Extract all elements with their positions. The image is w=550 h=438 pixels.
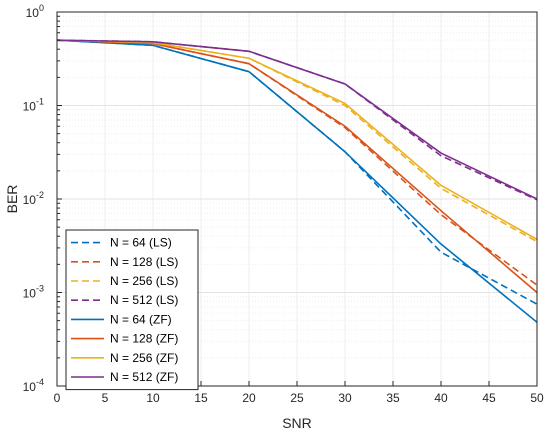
- y-tick-base: 10: [23, 193, 37, 207]
- y-tick-label: 10-4: [23, 377, 44, 394]
- x-tick-label: 10: [146, 391, 160, 405]
- series-lines: [56, 39, 538, 323]
- x-tick-label: 5: [102, 391, 109, 405]
- series-line: [56, 39, 538, 200]
- legend-label: N = 64 (ZF): [110, 312, 172, 326]
- y-tick-label: 10-1: [23, 97, 44, 114]
- y-tick-base: 10: [26, 6, 40, 20]
- y-tick-base: 10: [23, 100, 37, 114]
- y-tick-exponent: -4: [36, 377, 44, 387]
- y-tick-base: 10: [23, 380, 37, 394]
- y-tick-exponent: -2: [36, 190, 44, 200]
- legend-box: [65, 229, 199, 391]
- y-tick-exponent: -1: [36, 97, 44, 107]
- legend-label: N = 128 (LS): [110, 255, 178, 269]
- y-tick-exponent: 0: [39, 3, 44, 13]
- x-tick-label: 25: [290, 391, 304, 405]
- x-tick-label: 50: [530, 391, 544, 405]
- y-tick-exponent: -3: [36, 284, 44, 294]
- x-axis-title: SNR: [282, 415, 312, 431]
- x-tick-label: 40: [434, 391, 448, 405]
- x-tick-label: 20: [242, 391, 256, 405]
- x-tick-label: 35: [386, 391, 400, 405]
- legend-label: N = 128 (ZF): [110, 332, 178, 346]
- grid-lines: [57, 12, 537, 386]
- legend-label: N = 512 (ZF): [110, 370, 178, 384]
- y-tick-base: 10: [23, 287, 37, 301]
- x-tick-label: 45: [482, 391, 496, 405]
- legend-label: N = 512 (LS): [110, 293, 178, 307]
- legend-label: N = 256 (LS): [110, 274, 178, 288]
- legend-label: N = 64 (LS): [110, 236, 172, 250]
- legend: N = 64 (LS) N = 128 (LS) N = 256 (LS) N = 5…: [65, 229, 199, 391]
- legend-label: N = 256 (ZF): [110, 351, 178, 365]
- x-tick-label: 30: [338, 391, 352, 405]
- series-line: [56, 39, 538, 323]
- y-axis-title: BER: [4, 185, 20, 214]
- x-tick-label: 15: [194, 391, 208, 405]
- y-tick-label: 10-2: [23, 190, 44, 207]
- y-tick-label: 10-3: [23, 284, 44, 301]
- y-tick-label: 100: [26, 3, 44, 20]
- x-tick-label: 0: [54, 391, 61, 405]
